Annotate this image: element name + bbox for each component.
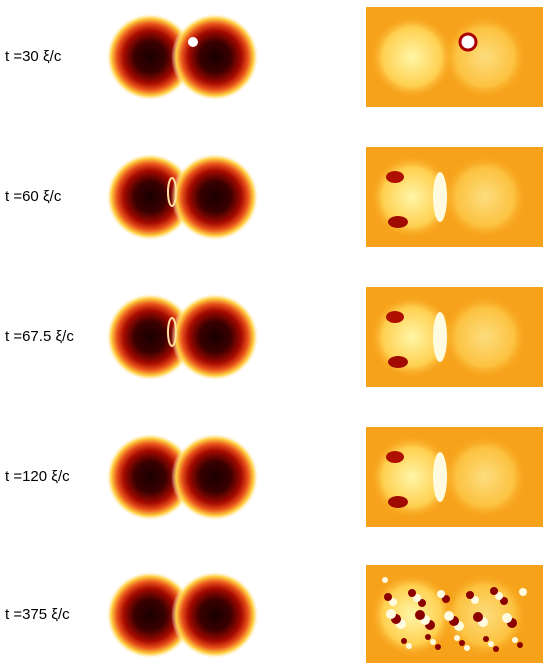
field-speckle: [493, 646, 499, 652]
field-speckle: [382, 577, 388, 583]
field-speckle: [442, 595, 450, 603]
field-feature: [386, 171, 404, 183]
field-speckle: [473, 612, 483, 622]
time-label: t =67.5 ξ/c: [5, 328, 74, 345]
field-speckle: [418, 599, 426, 607]
field-speckle: [488, 641, 494, 647]
field-spot: [458, 32, 478, 52]
field-speckle: [389, 598, 397, 606]
field-feature: [433, 452, 447, 502]
field-speckle: [500, 597, 508, 605]
panel-rows: t =30 ξ/c t =60 ξ/c t =67.5 ξ/c t =120 ξ/c t…: [5, 7, 543, 663]
density-blob: [106, 153, 194, 241]
density-blob: [171, 13, 259, 101]
field-speckle: [386, 609, 396, 619]
field-speckle: [495, 592, 503, 600]
field-speckle: [408, 589, 416, 597]
density-blob: [171, 293, 259, 381]
density-blob: [171, 153, 259, 241]
field-speckle: [430, 639, 436, 645]
field-region: [370, 15, 454, 99]
field-speckle: [406, 643, 412, 649]
field-region: [443, 435, 527, 519]
field-feature: [388, 356, 408, 368]
density-blob: [171, 571, 259, 659]
field-speckle: [512, 637, 518, 643]
field-speckle: [415, 610, 425, 620]
field-speckle: [425, 634, 431, 640]
density-blob: [106, 293, 194, 381]
time-label: t =120 ξ/c: [5, 468, 70, 485]
field-speckle: [384, 593, 392, 601]
time-label: t =375 ξ/c: [5, 606, 70, 623]
field-region: [443, 573, 527, 657]
field-speckle: [519, 588, 527, 596]
time-label: t =60 ξ/c: [5, 188, 62, 205]
field-speckle: [490, 587, 498, 595]
density-blob: [106, 13, 194, 101]
field-speckle: [517, 642, 523, 648]
field-speckle: [483, 636, 489, 642]
field-speckle: [401, 638, 407, 644]
vortex-ring: [167, 177, 177, 207]
field-region: [370, 573, 454, 657]
field-speckle: [466, 591, 474, 599]
field-speckle: [502, 613, 512, 623]
density-blob: [171, 433, 259, 521]
field-speckle: [464, 645, 470, 651]
time-label: t =30 ξ/c: [5, 48, 62, 65]
field-feature: [388, 496, 408, 508]
field-speckle: [454, 635, 460, 641]
field-feature: [433, 172, 447, 222]
field-speckle: [471, 596, 479, 604]
field-speckle: [437, 590, 445, 598]
field-feature: [388, 216, 408, 228]
field-speckle: [413, 594, 421, 602]
density-blob: [106, 571, 194, 659]
field-region: [443, 295, 527, 379]
field-feature: [433, 312, 447, 362]
field-feature: [386, 451, 404, 463]
field-speckle: [435, 644, 441, 650]
field-feature: [386, 311, 404, 323]
field-region: [443, 15, 527, 99]
density-blob: [106, 433, 194, 521]
vortex-spot: [188, 37, 198, 47]
field-speckle: [459, 640, 465, 646]
vortex-ring: [167, 317, 177, 347]
field-region: [443, 155, 527, 239]
field-speckle: [444, 611, 454, 621]
